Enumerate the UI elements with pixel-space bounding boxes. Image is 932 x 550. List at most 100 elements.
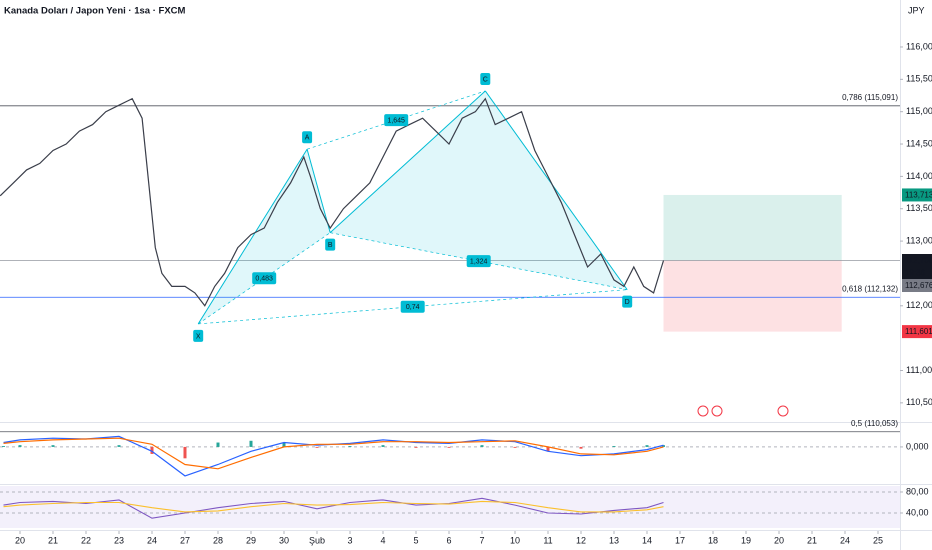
ratio-box (252, 272, 277, 285)
y-tick-label: 80,00 (906, 486, 929, 496)
x-tick-label: 10 (510, 535, 520, 545)
histogram-bar (1, 446, 5, 447)
x-tick-label: 7 (479, 535, 484, 545)
x-tick-label: 22 (81, 535, 91, 545)
x-tick-label: 23 (114, 535, 124, 545)
x-tick-label: Şub (309, 535, 325, 545)
histogram-bar (414, 446, 418, 448)
pattern-point-label: C (483, 76, 488, 83)
y-tick-label: 111,000 (906, 365, 932, 375)
x-tick-label: 27 (180, 535, 190, 545)
x-tick-label: 6 (446, 535, 451, 545)
ratio-leg (306, 90, 486, 150)
y-tick-label: 113,500 (906, 203, 932, 213)
indicator-line (3, 437, 664, 470)
pattern-point-box (302, 131, 313, 144)
x-tick-label: 5 (413, 535, 418, 545)
x-tick-label: 14 (642, 535, 652, 545)
pattern-fill (198, 149, 331, 324)
pattern-point-box (193, 329, 204, 342)
price-label: 112,676 (905, 281, 932, 290)
price-label-box (902, 279, 932, 293)
fib-level-label: 0,5 (110,053) (851, 419, 898, 428)
x-tick-label: 18 (708, 535, 718, 545)
y-tick-label: 116,000 (906, 41, 932, 51)
x-tick-label: 21 (807, 535, 817, 545)
x-tick-label: 12 (576, 535, 586, 545)
x-tick-label: 11 (543, 535, 552, 545)
histogram-bar (447, 446, 451, 448)
x-tick-label: 30 (279, 535, 289, 545)
price-label: 113,713 (905, 191, 932, 200)
event-icons[interactable] (697, 405, 789, 417)
x-tick-label: 29 (246, 535, 256, 545)
ratio-label: 0,74 (406, 304, 420, 311)
histogram-bar (579, 446, 583, 449)
pattern-point-label: D (625, 299, 630, 306)
indicator-line (3, 497, 664, 519)
x-tick-label: 24 (840, 535, 850, 545)
y-tick-label: 115,000 (906, 106, 932, 116)
pattern-point-box (325, 238, 336, 251)
histogram-bar (645, 445, 649, 447)
ratio-label: 1,324 (470, 258, 488, 265)
x-tick-label: 17 (675, 535, 685, 545)
histogram-bar (315, 446, 319, 448)
ratio-box (400, 300, 425, 313)
histogram-bar (513, 446, 517, 448)
histogram-bar (480, 445, 484, 447)
histogram-bar (249, 440, 253, 447)
histogram-bar (51, 445, 55, 447)
ratio-label: 1,645 (387, 117, 405, 124)
event-icon[interactable] (711, 405, 723, 417)
histogram-bar (612, 446, 616, 447)
histogram-bar (348, 446, 352, 447)
countdown-label: 19:36 (905, 269, 926, 278)
x-tick-label: 19 (741, 535, 751, 545)
pattern-point-box (480, 72, 491, 85)
histogram-bar (282, 442, 286, 447)
histogram-bar (661, 445, 665, 447)
y-tick-label: 40,00 (906, 507, 929, 517)
histogram-bar (183, 446, 187, 459)
y-tick-label: 115,500 (906, 74, 932, 84)
y-tick-label: 114,000 (906, 171, 932, 181)
histogram-bar (381, 445, 385, 447)
symbol-title: Kanada Doları / Japon Yeni · 1sa · FXCM (4, 6, 186, 17)
histogram-bar (546, 446, 550, 452)
x-tick-label: 4 (380, 535, 385, 545)
indicator-line (3, 500, 664, 513)
pattern-leg (329, 90, 486, 234)
fib-level-label: 0,618 (112,132) (842, 284, 898, 293)
ratio-box (466, 255, 491, 268)
pattern-point-label: A (305, 135, 310, 142)
price-label-box (902, 325, 932, 339)
pattern-leg (197, 148, 308, 325)
x-tick-label: 3 (347, 535, 352, 545)
price-line (0, 97, 665, 307)
histogram-bar (18, 445, 22, 447)
x-tick-label: 25 (873, 535, 883, 545)
stop-zone (663, 260, 842, 332)
event-icon[interactable] (697, 405, 709, 417)
indicator-line (3, 435, 664, 477)
y-tick-label: 0,000 (906, 441, 929, 451)
x-tick-label: 28 (213, 535, 223, 545)
pattern-point-label: B (328, 242, 333, 249)
price-label: 111,601 (905, 327, 932, 336)
x-tick-label: 21 (48, 535, 58, 545)
pattern-point-box (622, 295, 633, 308)
ratio-box (384, 114, 409, 127)
price-label-box (902, 188, 932, 202)
event-icon[interactable] (777, 405, 789, 417)
target-zone (663, 194, 842, 261)
pattern-point-label: X (196, 333, 201, 340)
currency: JPY (908, 5, 925, 15)
y-tick-label: 114,500 (906, 138, 932, 148)
x-tick-label: 13 (609, 535, 619, 545)
y-tick-label: 110,500 (906, 397, 932, 407)
x-tick-label: 24 (147, 535, 157, 545)
countdown-box (902, 267, 932, 280)
